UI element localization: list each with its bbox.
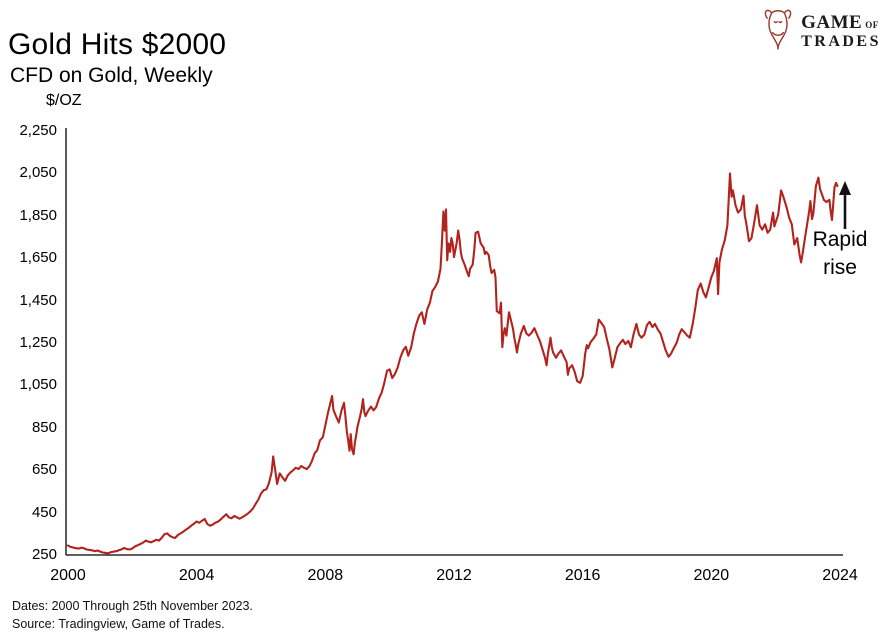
y-tick-label: 2,250: [19, 122, 57, 139]
y-tick-label: 450: [31, 503, 57, 521]
y-axis-unit-label: $/OZ: [46, 92, 82, 109]
x-tick-label: 2012: [436, 567, 472, 584]
y-tick-label: 2,050: [19, 164, 57, 182]
logo-word-game: GAME: [801, 12, 863, 33]
logo-word-trades: TRADES: [801, 33, 881, 50]
x-tick-label: 2004: [178, 567, 215, 584]
source-note: Source: Tradingview, Game of Trades.: [12, 617, 225, 632]
y-tick-label: 650: [31, 461, 57, 479]
y-tick-label: 850: [31, 418, 57, 436]
x-tick-label: 2024: [822, 567, 858, 584]
y-tick-label: 1,050: [19, 376, 57, 394]
price-chart: 2,250 2,050 1,850 1,650 1,450 1,250 1,050 850 65…: [0, 118, 889, 603]
brand-logo: GAME OF TRADES: [760, 6, 881, 57]
brand-logo-text: GAME OF TRADES: [801, 13, 881, 50]
y-tick-label: 1,250: [19, 334, 57, 351]
y-tick-label: 1,450: [19, 291, 57, 309]
logo-word-of: OF: [865, 20, 879, 30]
gold-price-line: [66, 172, 839, 555]
rapid-rise-annotation: Rapid rise: [812, 228, 868, 280]
chart-svg: [65, 128, 843, 556]
footnotes: Dates: 2000 Through 25th November 2023. …: [12, 597, 253, 633]
x-tick-label: 2016: [564, 567, 601, 584]
x-tick-label: 2000: [50, 567, 86, 584]
chart-subtitle: CFD on Gold, Weekly: [10, 64, 213, 87]
bull-logo-icon: [760, 6, 796, 57]
x-tick-label: 2020: [693, 567, 730, 584]
y-tick-label: 250: [31, 546, 57, 563]
y-tick-label: 1,850: [19, 206, 57, 224]
y-tick-label: 1,650: [19, 249, 57, 267]
page-title: Gold Hits $2000: [8, 28, 227, 62]
x-tick-label: 2008: [307, 567, 344, 584]
dates-note: Dates: 2000 Through 25th November 2023.: [12, 599, 253, 613]
up-arrow-icon: [836, 179, 854, 236]
